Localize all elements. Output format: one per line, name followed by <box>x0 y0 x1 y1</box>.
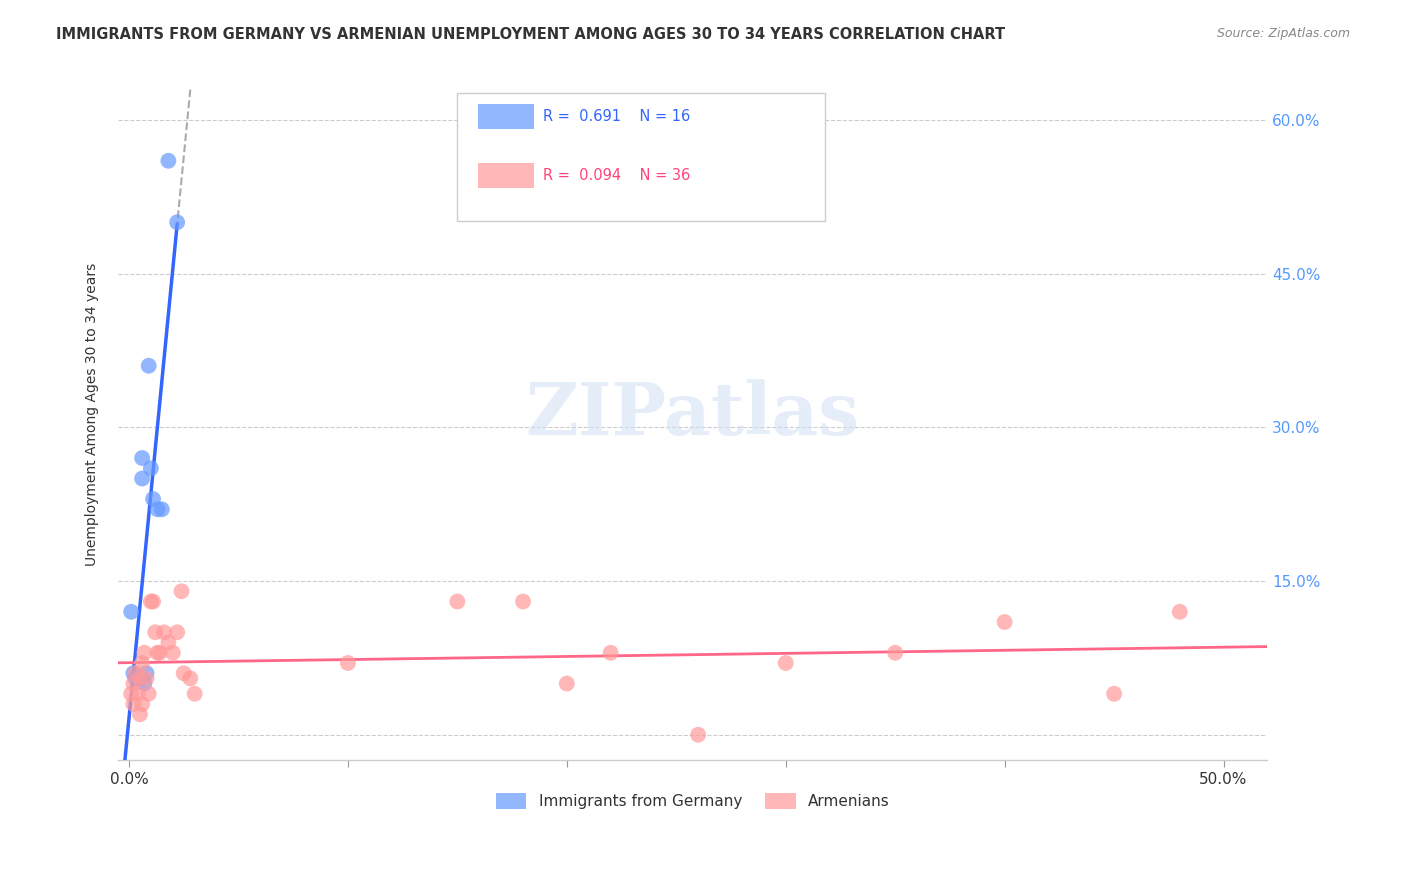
Point <box>138 359 160 373</box>
Point <box>512 594 534 608</box>
Text: ZIPatlas: ZIPatlas <box>526 379 859 450</box>
Point <box>336 656 359 670</box>
Point <box>124 666 146 681</box>
Point <box>179 672 201 686</box>
Point <box>153 625 176 640</box>
Point <box>166 625 188 640</box>
Point <box>131 656 153 670</box>
Point <box>162 646 184 660</box>
Point <box>142 594 165 608</box>
Point <box>124 672 146 686</box>
Point <box>157 153 180 168</box>
Point <box>122 676 145 690</box>
FancyBboxPatch shape <box>478 103 534 128</box>
Point <box>884 646 907 660</box>
Text: R =  0.094    N = 36: R = 0.094 N = 36 <box>543 168 690 183</box>
Y-axis label: Unemployment Among Ages 30 to 34 years: Unemployment Among Ages 30 to 34 years <box>86 263 100 566</box>
Point <box>139 461 162 475</box>
Point <box>135 666 157 681</box>
Point <box>150 502 173 516</box>
Point <box>131 450 153 465</box>
Text: R =  0.691    N = 16: R = 0.691 N = 16 <box>543 109 690 124</box>
Point <box>170 584 193 599</box>
Point <box>131 697 153 711</box>
Point <box>138 687 160 701</box>
Point <box>146 502 169 516</box>
Point <box>555 676 578 690</box>
Point <box>143 625 166 640</box>
Point <box>775 656 797 670</box>
Point <box>122 697 145 711</box>
Legend: Immigrants from Germany, Armenians: Immigrants from Germany, Armenians <box>489 787 896 815</box>
Point <box>139 594 162 608</box>
Point <box>129 672 152 686</box>
Point <box>120 687 142 701</box>
Point <box>173 666 195 681</box>
Point <box>127 672 149 686</box>
Point <box>129 707 152 722</box>
Point <box>146 646 169 660</box>
Text: Source: ZipAtlas.com: Source: ZipAtlas.com <box>1216 27 1350 40</box>
Point <box>127 687 149 701</box>
Point <box>183 687 205 701</box>
Text: IMMIGRANTS FROM GERMANY VS ARMENIAN UNEMPLOYMENT AMONG AGES 30 TO 34 YEARS CORRE: IMMIGRANTS FROM GERMANY VS ARMENIAN UNEM… <box>56 27 1005 42</box>
Point <box>688 728 710 742</box>
Point <box>122 666 145 681</box>
Point <box>120 605 142 619</box>
FancyBboxPatch shape <box>478 162 534 187</box>
Point <box>131 471 153 485</box>
Point <box>157 635 180 649</box>
Point <box>994 615 1017 629</box>
Point <box>1102 687 1125 701</box>
Point <box>166 215 188 229</box>
Point <box>134 646 156 660</box>
Point <box>142 491 165 506</box>
Point <box>1168 605 1191 619</box>
Point <box>599 646 621 660</box>
Point <box>135 672 157 686</box>
Point <box>134 676 156 690</box>
Point <box>129 672 152 686</box>
Point <box>149 646 172 660</box>
FancyBboxPatch shape <box>457 93 825 220</box>
Point <box>446 594 468 608</box>
